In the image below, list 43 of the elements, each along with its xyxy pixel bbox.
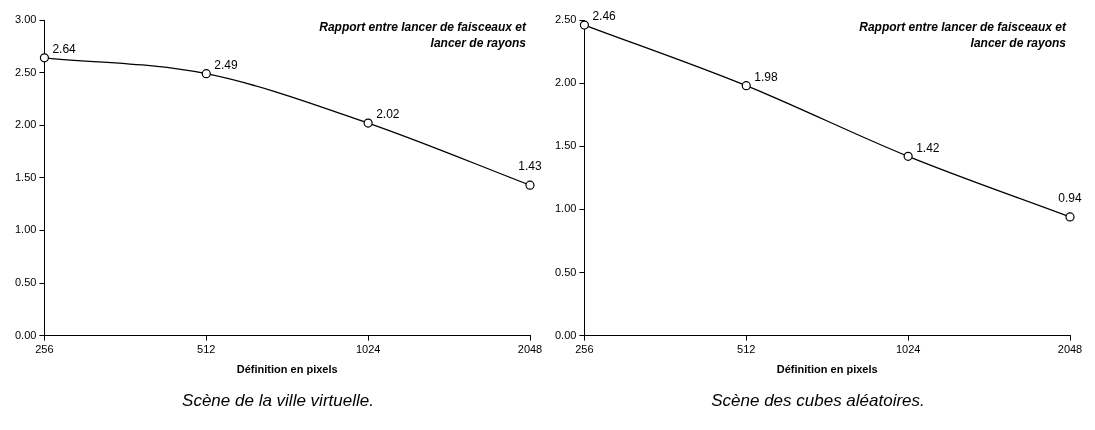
y-tick-label: 0.00 bbox=[554, 328, 577, 341]
data-label: 2.02 bbox=[376, 107, 400, 122]
y-tick-label: 2.50 bbox=[14, 65, 37, 78]
data-label: 1.43 bbox=[518, 159, 542, 174]
y-tick-label: 0.50 bbox=[554, 265, 577, 278]
data-label: 1.98 bbox=[754, 69, 778, 84]
x-tick-label: 1024 bbox=[895, 343, 921, 356]
annotation: Rapport entre lancer de faisceaux et lancer de rayons bbox=[859, 20, 1067, 51]
point bbox=[741, 81, 751, 91]
text: Scène de la ville virtuelle. bbox=[181, 391, 375, 411]
y-tick-label: 2.00 bbox=[554, 76, 577, 89]
data-label: 0.94 bbox=[1058, 191, 1082, 206]
data-label: 2.64 bbox=[52, 42, 77, 57]
y-tick-label: 3.00 bbox=[14, 13, 37, 26]
y-tick-label: 0.50 bbox=[14, 276, 37, 289]
text: Scène des cubes aléatoires. bbox=[710, 391, 926, 411]
y-tick-label: 1.00 bbox=[554, 202, 577, 215]
y-tick-label: 1.50 bbox=[14, 170, 37, 183]
point bbox=[363, 118, 373, 128]
x-tick-label: 1024 bbox=[355, 343, 381, 356]
x-axis-title: Définition en pixels bbox=[776, 363, 878, 376]
x-tick-label: 2048 bbox=[517, 343, 543, 356]
x-axis-title: Définition en pixels bbox=[236, 363, 338, 376]
y-tick-label: 1.50 bbox=[554, 139, 577, 152]
y-tick-label: 2.50 bbox=[554, 13, 577, 26]
data-label: 1.42 bbox=[916, 140, 940, 155]
annotation: Rapport entre lancer de faisceaux et lancer de rayons bbox=[319, 20, 527, 51]
data-label: 2.49 bbox=[214, 57, 238, 72]
y-tick-label: 1.00 bbox=[14, 223, 37, 236]
point bbox=[1065, 212, 1075, 222]
point bbox=[903, 151, 913, 161]
y-tick-label: 0.00 bbox=[14, 328, 37, 341]
point bbox=[39, 53, 50, 63]
x-tick-label: 512 bbox=[737, 343, 756, 356]
x-tick-label: 512 bbox=[197, 343, 216, 356]
data-label: 2.46 bbox=[592, 9, 617, 24]
x-tick-label: 256 bbox=[575, 343, 594, 356]
x-tick-label: 256 bbox=[35, 343, 54, 356]
point bbox=[525, 180, 535, 190]
point bbox=[579, 20, 590, 30]
point bbox=[201, 69, 211, 79]
x-tick-label: 2048 bbox=[1057, 343, 1083, 356]
y-tick-label: 2.00 bbox=[14, 118, 37, 131]
